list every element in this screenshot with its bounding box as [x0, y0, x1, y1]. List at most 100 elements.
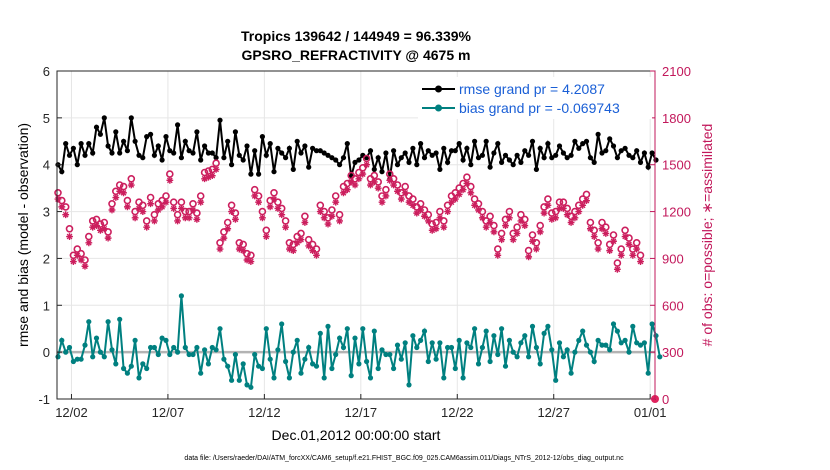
assimilated-obs-point — [274, 205, 282, 212]
rmse-point — [580, 141, 586, 147]
assimilated-obs-point — [521, 222, 529, 230]
rmse-point — [545, 141, 551, 147]
assimilated-obs-point — [532, 245, 540, 253]
assimilated-obs-point — [467, 189, 475, 197]
bias-point — [229, 377, 235, 383]
bias-point — [317, 330, 323, 336]
assimilated-obs-point — [181, 214, 189, 222]
assimilated-obs-point — [127, 181, 135, 189]
rmse-point — [124, 148, 130, 154]
rmse-point — [614, 155, 621, 161]
assimilated-obs-point — [139, 208, 147, 215]
rmse-point — [522, 148, 528, 154]
bias-point — [59, 337, 65, 343]
bias-point — [607, 347, 613, 353]
assimilated-obs-point — [386, 176, 394, 184]
rmse-point — [340, 155, 347, 161]
assimilated-obs-point — [212, 166, 220, 173]
bias-point — [614, 328, 621, 334]
assimilated-obs-point — [97, 226, 104, 234]
rmse-point — [90, 150, 96, 156]
rmse-point — [506, 157, 512, 163]
rmse-point — [283, 155, 289, 161]
bias-point — [583, 342, 590, 348]
rmse-point — [460, 157, 466, 163]
assimilated-obs-point — [459, 186, 467, 194]
assimilated-obs-point — [336, 217, 344, 225]
rmse-point — [74, 162, 80, 168]
rmse-point — [190, 150, 196, 156]
assimilated-obs-point — [69, 258, 77, 265]
bias-point — [518, 340, 524, 346]
rmse-point — [132, 138, 138, 144]
assimilated-obs-point — [108, 206, 116, 214]
assimilated-obs-point — [579, 201, 587, 209]
bias-point — [286, 375, 292, 381]
rmse-point — [217, 117, 223, 123]
bias-point — [526, 354, 532, 360]
assimilated-obs-point — [185, 214, 193, 222]
bias-point — [244, 382, 250, 388]
bias-point — [101, 354, 107, 360]
y-tick-label: 4 — [43, 158, 50, 173]
assimilated-obs-point — [340, 189, 347, 197]
rmse-point — [514, 152, 520, 158]
assimilated-obs-point — [351, 181, 359, 189]
bias-point — [171, 344, 177, 351]
bias-point — [66, 344, 73, 351]
bias-point — [564, 347, 570, 353]
bias-point — [599, 342, 605, 348]
assimilated-obs-point — [536, 228, 544, 236]
assimilated-obs-point — [189, 206, 197, 214]
y-tick-label: 3 — [43, 205, 50, 220]
bias-point — [97, 349, 103, 355]
bias-point — [425, 358, 431, 365]
bias-point — [560, 354, 567, 360]
rmse-point — [375, 155, 381, 161]
bias-point — [595, 337, 601, 343]
bias-point — [587, 349, 594, 355]
x-tick-label: 12/12 — [248, 405, 281, 420]
rmse-point — [344, 141, 350, 147]
assimilated-obs-point — [100, 225, 108, 233]
bias-point — [132, 337, 138, 343]
x-axis-label: Dec.01,2012 00:00:00 start — [272, 427, 441, 443]
bias-point — [163, 337, 169, 343]
rmse-point — [259, 134, 265, 140]
bias-point — [622, 337, 628, 343]
bias-point — [259, 365, 265, 372]
rmse-point — [560, 150, 567, 156]
bias-point — [344, 326, 350, 332]
rmse-point — [352, 159, 358, 165]
y-right-tick-label: 0 — [662, 392, 669, 407]
rmse-point — [479, 152, 485, 158]
assimilated-obs-point — [174, 217, 181, 225]
rmse-point — [113, 129, 119, 135]
assimilated-obs-point — [397, 195, 405, 203]
rmse-point — [452, 148, 458, 154]
legend-bias-marker — [435, 104, 442, 112]
assimilated-obs-point — [178, 205, 185, 212]
rmse-point — [391, 148, 397, 154]
rmse-point — [232, 129, 238, 135]
rmse-point — [630, 155, 636, 161]
assimilated-obs-point — [367, 181, 374, 189]
bias-point — [348, 373, 354, 379]
bias-point — [472, 326, 478, 332]
bias-point — [213, 347, 219, 353]
assimilated-obs-point — [243, 256, 251, 264]
assimilated-obs-point — [606, 247, 614, 255]
bias-point — [610, 321, 617, 327]
rmse-point — [155, 143, 161, 149]
assimilated-obs-point — [154, 206, 162, 214]
rmse-point — [310, 145, 316, 151]
rmse-point — [572, 138, 578, 144]
assimilated-obs-point — [85, 239, 93, 247]
bias-point — [653, 333, 659, 339]
rmse-point — [541, 155, 547, 161]
bias-point — [78, 356, 84, 362]
bias-point — [464, 340, 470, 346]
bias-point — [352, 335, 358, 341]
bias-point — [140, 361, 146, 367]
bias-point — [155, 351, 161, 358]
